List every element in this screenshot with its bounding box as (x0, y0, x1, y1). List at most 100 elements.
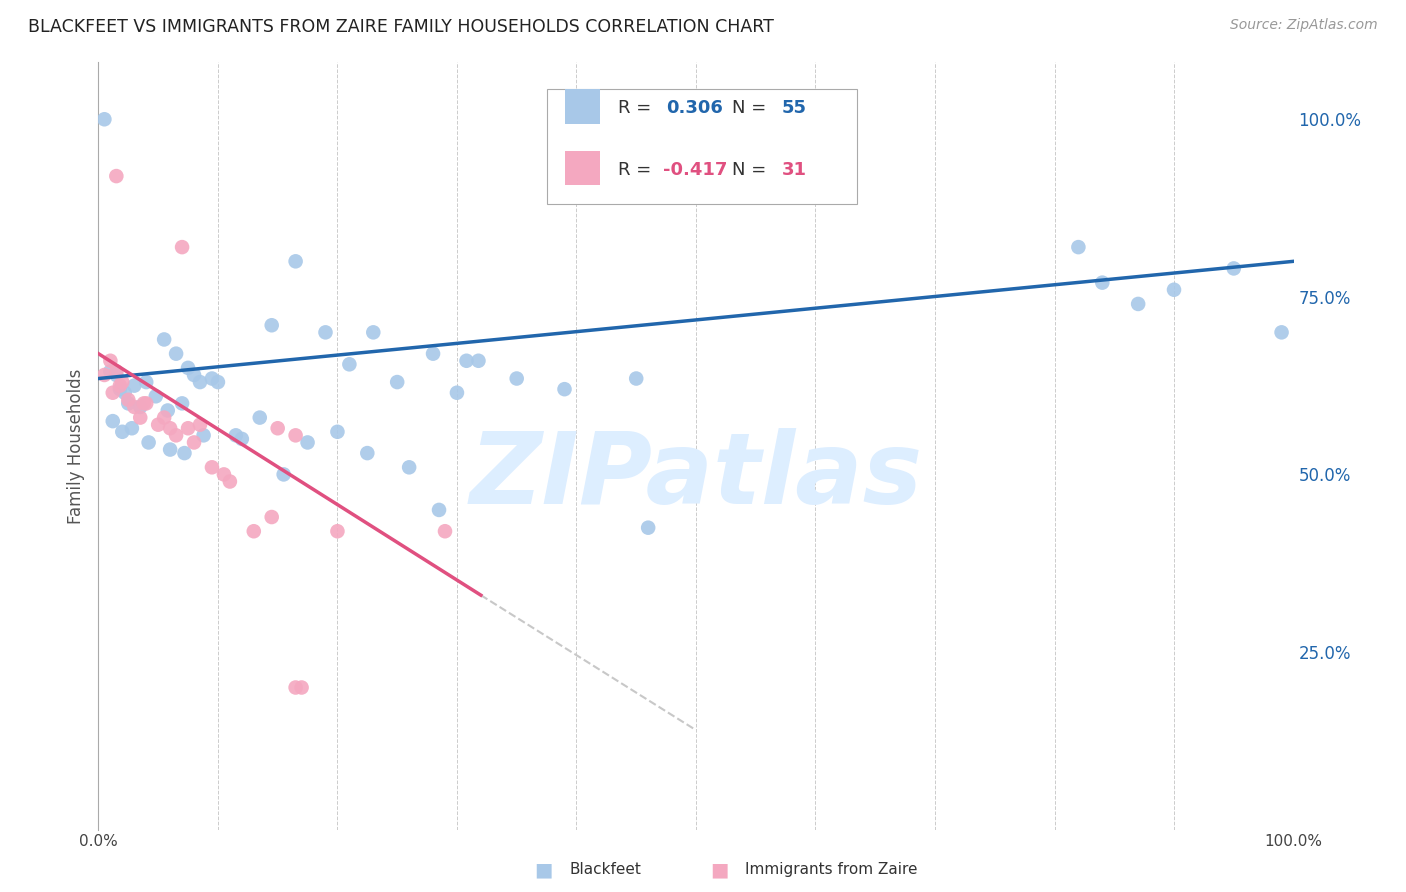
Point (148, 417, 170, 432)
Point (363, 326, 385, 340)
Point (219, 475, 242, 489)
Point (398, 460, 420, 475)
Point (98, 364, 122, 378)
Point (183, 435, 205, 450)
Point (165, 346, 187, 360)
FancyBboxPatch shape (565, 151, 600, 186)
Point (260, 510, 283, 524)
Point (506, 371, 529, 385)
Point (1223, 261, 1246, 276)
Point (135, 375, 157, 389)
FancyBboxPatch shape (547, 89, 858, 204)
Point (129, 400, 152, 414)
Point (446, 385, 468, 400)
Point (212, 467, 235, 482)
Point (159, 442, 181, 457)
Point (339, 357, 361, 371)
Text: Immigrants from Zaire: Immigrants from Zaire (745, 863, 918, 877)
Point (98, 353, 122, 368)
Text: N =: N = (733, 100, 772, 118)
Point (183, 368, 205, 382)
Point (153, 333, 176, 347)
Point (554, 382, 576, 396)
Point (1067, 240, 1090, 254)
Text: ■: ■ (534, 860, 553, 880)
Point (1091, 276, 1114, 290)
Point (132, 396, 155, 410)
Point (284, 254, 307, 268)
Point (207, 375, 229, 389)
Point (225, 428, 247, 442)
Point (129, 410, 152, 425)
Point (267, 421, 290, 435)
Point (284, 681, 307, 695)
Point (165, 428, 187, 442)
Point (356, 446, 378, 460)
Point (427, 503, 450, 517)
Point (193, 428, 215, 442)
Point (124, 378, 146, 392)
Point (385, 375, 409, 389)
Point (177, 360, 200, 375)
Text: BLACKFEET VS IMMIGRANTS FROM ZAIRE FAMILY HOUSEHOLDS CORRELATION CHART: BLACKFEET VS IMMIGRANTS FROM ZAIRE FAMIL… (28, 18, 773, 36)
Point (297, 435, 319, 450)
Point (434, 524, 457, 539)
Text: -0.417: -0.417 (662, 161, 727, 178)
Point (172, 396, 194, 410)
Point (456, 353, 478, 368)
Point (93, 368, 115, 382)
Point (467, 353, 489, 368)
Point (153, 410, 176, 425)
Point (101, 414, 124, 428)
Point (422, 346, 444, 360)
Point (637, 521, 659, 535)
Point (93, 112, 115, 127)
Point (111, 375, 134, 389)
Text: R =: R = (619, 161, 657, 178)
Point (124, 400, 146, 414)
Point (291, 681, 314, 695)
Point (101, 385, 124, 400)
Point (201, 460, 224, 475)
Point (249, 410, 271, 425)
Text: 31: 31 (782, 161, 807, 178)
Text: Blackfeet: Blackfeet (569, 863, 641, 877)
Point (135, 396, 157, 410)
Point (243, 524, 266, 539)
Text: R =: R = (619, 100, 657, 118)
Point (105, 368, 128, 382)
Point (114, 385, 136, 400)
Point (188, 417, 211, 432)
Point (315, 326, 337, 340)
Text: N =: N = (733, 161, 772, 178)
Text: ■: ■ (710, 860, 728, 880)
Point (145, 389, 167, 403)
Point (105, 364, 128, 378)
Point (284, 428, 307, 442)
Point (1128, 297, 1150, 311)
Point (1271, 326, 1294, 340)
FancyBboxPatch shape (565, 89, 600, 124)
Point (173, 446, 195, 460)
Point (117, 396, 139, 410)
Point (626, 371, 648, 385)
Point (201, 371, 224, 385)
Point (1163, 283, 1185, 297)
Point (177, 421, 200, 435)
Point (159, 421, 181, 435)
Point (117, 392, 139, 407)
Text: 55: 55 (782, 100, 807, 118)
Point (111, 425, 134, 439)
Text: ZIPatlas: ZIPatlas (470, 428, 922, 525)
Point (108, 378, 131, 392)
Point (326, 524, 349, 539)
Point (231, 432, 253, 446)
Point (172, 240, 194, 254)
Point (108, 382, 131, 396)
Point (273, 467, 295, 482)
Text: Source: ZipAtlas.com: Source: ZipAtlas.com (1230, 18, 1378, 32)
Point (260, 318, 283, 333)
Text: 0.306: 0.306 (666, 100, 723, 118)
Point (326, 425, 349, 439)
Y-axis label: Family Households: Family Households (66, 368, 84, 524)
